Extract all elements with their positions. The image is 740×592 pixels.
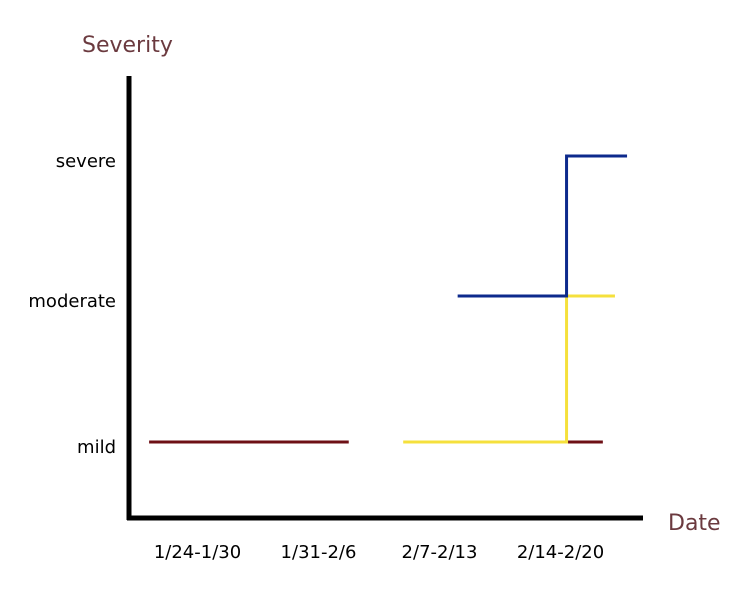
x-tick-labels: 1/24-1/30 1/31-2/6 2/7-2/13 2/14-2/20 [154,542,604,563]
y-tick-label-severe: severe [56,151,116,172]
y-tick-label-mild: mild [77,437,116,458]
x-tick-label: 1/24-1/30 [154,542,241,563]
y-tick-label-moderate: moderate [28,291,116,312]
x-axis-title: Date [668,511,721,536]
series-3-segment-1 [457,154,628,298]
x-tick-label: 2/7-2/13 [402,542,478,563]
x-tick-label: 1/31-2/6 [281,542,357,563]
series-lines [149,154,628,444]
series-2-segment-1 [403,294,615,444]
y-axis-title: Severity [82,33,173,58]
y-tick-labels: mild moderate severe [28,151,116,458]
x-tick-label: 2/14-2/20 [517,542,604,563]
